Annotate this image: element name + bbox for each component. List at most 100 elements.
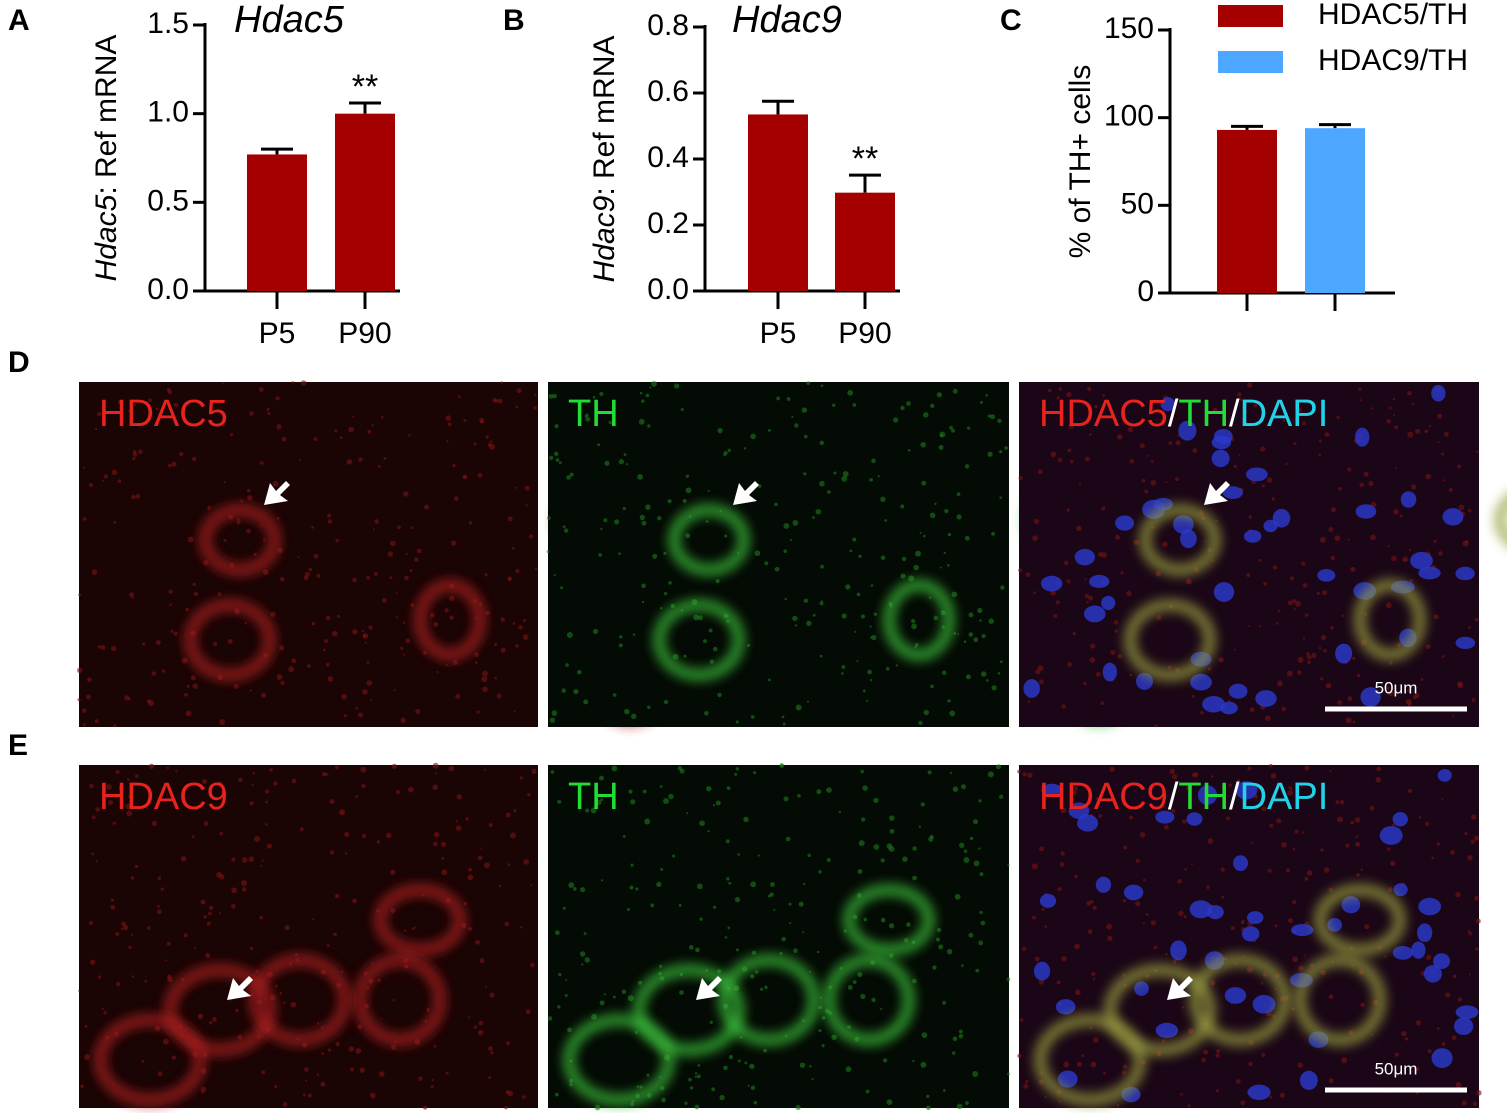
speckle: [674, 383, 680, 389]
speckle: [505, 1090, 510, 1095]
legend-label: HDAC9/TH: [1318, 44, 1468, 77]
speckle: [598, 553, 603, 557]
speckle: [255, 970, 259, 973]
speckle: [1106, 923, 1113, 930]
speckle: [1468, 626, 1471, 629]
speckle: [110, 645, 117, 652]
speckle: [946, 563, 950, 567]
speckle: [492, 397, 498, 403]
speckle: [267, 412, 271, 415]
speckle: [395, 592, 398, 595]
speckle: [408, 434, 411, 437]
speckle: [91, 815, 96, 820]
speckle: [101, 1007, 104, 1010]
speckle: [484, 573, 488, 577]
speckle: [367, 429, 372, 434]
nucleus: [1354, 427, 1370, 447]
speckle: [789, 921, 792, 925]
nucleus: [1327, 917, 1343, 932]
speckle: [1316, 591, 1321, 595]
speckle: [371, 424, 374, 427]
speckle: [179, 451, 184, 457]
speckle: [1322, 590, 1328, 596]
speckle: [126, 810, 133, 817]
speckle: [555, 458, 560, 462]
speckle: [646, 1073, 650, 1077]
nucleus: [1023, 679, 1040, 698]
speckle: [679, 990, 684, 995]
x-tick-label: P90: [338, 317, 391, 350]
speckle: [366, 986, 370, 989]
speckle: [117, 400, 122, 405]
speckle: [528, 534, 534, 539]
speckle: [165, 959, 168, 962]
speckle: [693, 614, 700, 621]
speckle: [1296, 407, 1302, 413]
speckle: [1192, 448, 1198, 453]
speckle: [975, 968, 980, 973]
speckle: [640, 399, 645, 403]
bar: [335, 113, 395, 292]
speckle: [400, 717, 406, 724]
speckle: [753, 771, 757, 775]
speckle: [1415, 1066, 1420, 1072]
speckle: [618, 459, 625, 465]
speckle: [782, 722, 786, 726]
speckle: [477, 472, 483, 478]
speckle: [361, 629, 365, 633]
speckle: [467, 874, 474, 881]
speckle: [735, 720, 739, 724]
speckle: [563, 528, 569, 533]
speckle: [926, 1094, 930, 1099]
speckle: [480, 847, 483, 850]
speckle: [882, 1058, 888, 1063]
speckle: [1058, 387, 1063, 391]
speckle: [1285, 868, 1290, 873]
speckle: [979, 872, 984, 877]
speckle: [217, 592, 222, 596]
scale-bar-label: 50μm: [1375, 1059, 1418, 1078]
speckle: [113, 521, 116, 524]
speckle: [1233, 648, 1236, 651]
speckle: [1053, 614, 1058, 618]
speckle: [576, 669, 582, 675]
speckle: [1301, 421, 1306, 426]
cell-body: [250, 955, 350, 1045]
speckle: [207, 505, 212, 510]
speckle: [360, 766, 367, 773]
speckle: [1116, 1104, 1120, 1107]
speckle: [190, 675, 196, 681]
speckle: [155, 640, 161, 646]
speckle: [291, 381, 295, 384]
speckle: [1386, 686, 1390, 690]
speckle: [1122, 789, 1125, 792]
speckle: [1056, 396, 1060, 400]
speckle: [803, 882, 806, 886]
speckle: [1457, 681, 1463, 687]
speckle: [506, 1041, 511, 1046]
speckle: [504, 1106, 508, 1110]
speckle: [1473, 835, 1480, 841]
speckle: [266, 407, 270, 412]
speckle: [1032, 915, 1036, 920]
speckle: [530, 884, 533, 887]
speckle: [682, 498, 687, 503]
speckle: [498, 884, 502, 888]
x-tick-label: P5: [760, 317, 797, 350]
speckle: [626, 907, 630, 912]
speckle: [1084, 593, 1090, 599]
speckle: [1085, 456, 1090, 462]
speckle: [1388, 406, 1392, 410]
speckle: [744, 1061, 748, 1065]
speckle: [97, 412, 102, 417]
speckle: [1407, 431, 1414, 438]
speckle: [431, 1078, 435, 1082]
speckle: [1044, 925, 1048, 928]
speckle: [496, 693, 502, 699]
speckle: [1084, 578, 1087, 581]
nucleus: [1453, 1017, 1474, 1036]
speckle: [1301, 561, 1306, 566]
speckle: [831, 1034, 837, 1040]
speckle: [734, 896, 741, 903]
speckle: [1411, 402, 1415, 406]
